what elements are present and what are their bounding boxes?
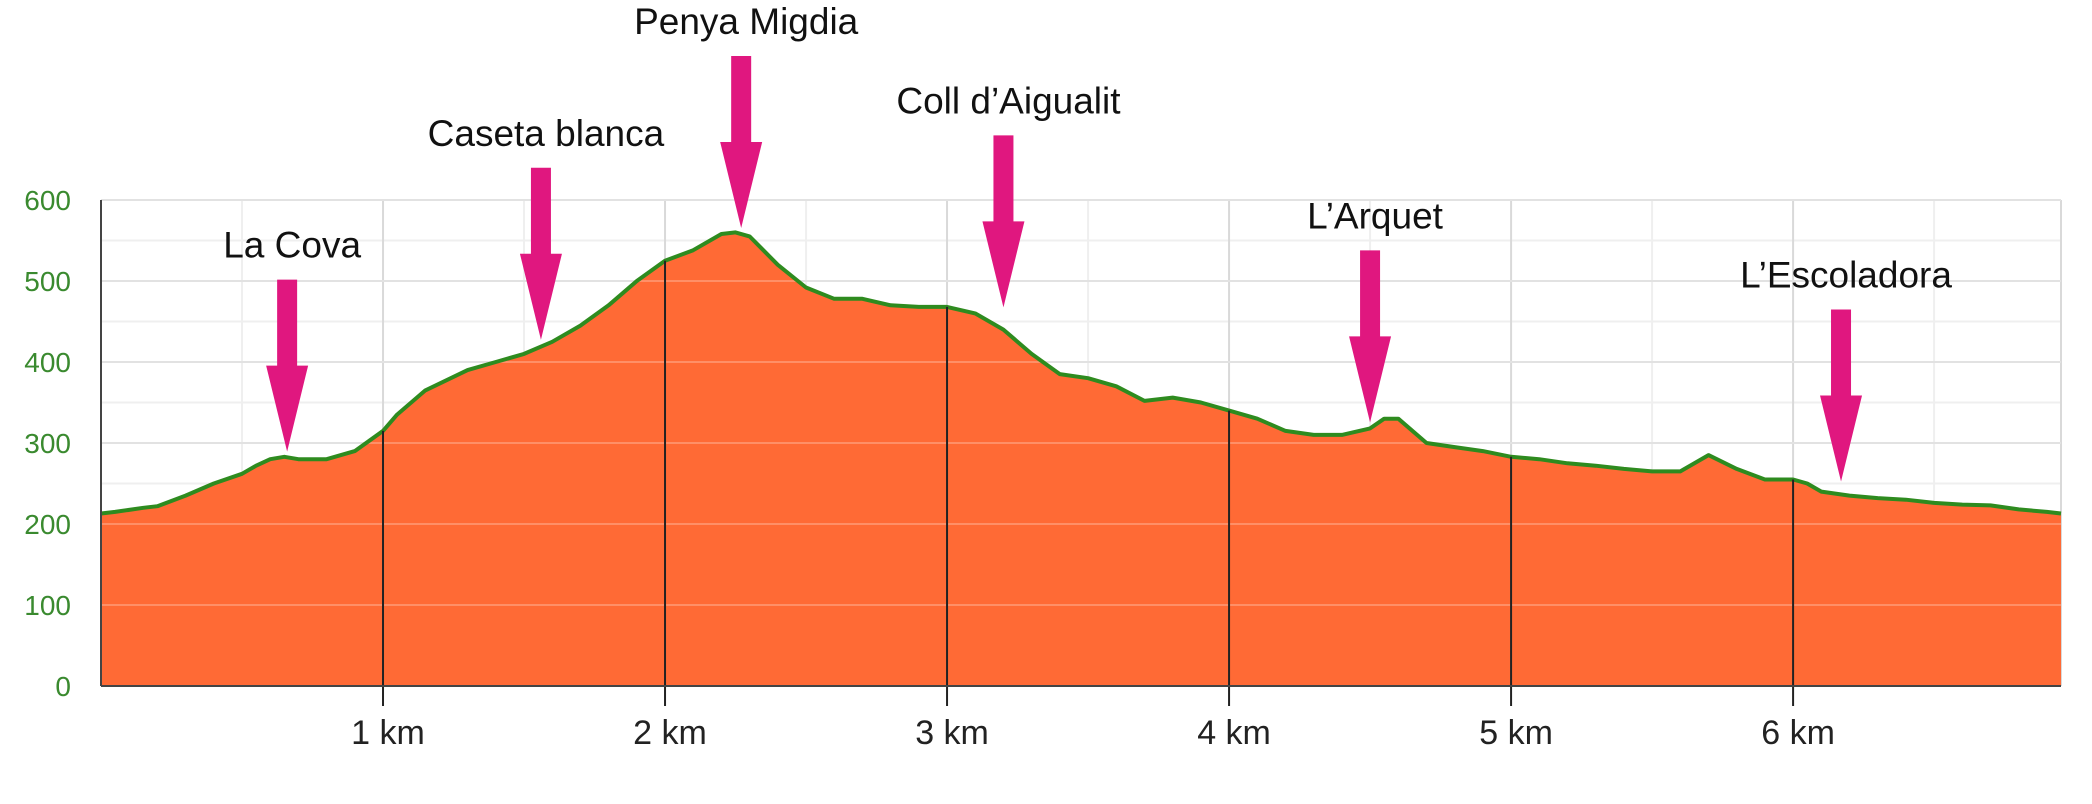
- landmark-label: La Cova: [223, 225, 361, 266]
- x-tick-label: 6 km: [1761, 714, 1835, 752]
- landmark-label: Penya Migdia: [634, 1, 859, 42]
- landmark-arrow: [266, 279, 309, 452]
- elevation-area: [101, 232, 2061, 686]
- landmark-arrow: [720, 56, 763, 229]
- landmark-label: Coll d’Aigualit: [896, 80, 1121, 121]
- landmark-label: L’Arquet: [1307, 195, 1443, 236]
- y-tick-label: 500: [24, 266, 71, 297]
- x-tick-label: 4 km: [1197, 714, 1271, 752]
- landmark-arrow: [982, 135, 1025, 308]
- landmark-label: Caseta blanca: [428, 113, 665, 154]
- elevation-line: [100, 230, 2062, 516]
- landmark-label: L’Escoladora: [1740, 255, 1952, 296]
- y-tick-label: 100: [24, 590, 71, 621]
- x-tick-label: 3 km: [915, 714, 989, 752]
- annotation-layer: La Cova Caseta blanca Penya Migdia Coll d’A…: [223, 1, 1952, 482]
- y-tick-label: 300: [24, 428, 71, 459]
- y-tick-label: 0: [55, 671, 71, 702]
- landmark-arrow: [1349, 250, 1392, 423]
- landmark-arrow: [1820, 309, 1863, 482]
- x-tick-label: 5 km: [1479, 714, 1553, 752]
- y-tick-label: 600: [24, 185, 71, 216]
- y-tick-label: 400: [24, 347, 71, 378]
- landmark-arrow: [519, 167, 562, 340]
- x-tick-label: 1 km: [351, 714, 425, 752]
- area-layer: [100, 199, 2062, 686]
- axis-layer: 0 100 200 300 400 500 600 1 km 2 km 3 km 4 km 5 km 6…: [24, 185, 2061, 752]
- x-tick-label: 2 km: [633, 714, 707, 752]
- y-tick-label: 200: [24, 509, 71, 540]
